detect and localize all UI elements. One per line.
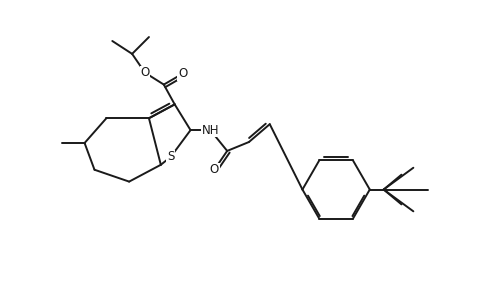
Text: O: O (178, 67, 187, 80)
Text: O: O (140, 66, 150, 79)
Text: NH: NH (202, 124, 219, 137)
Text: O: O (210, 163, 219, 176)
Text: S: S (167, 150, 174, 163)
